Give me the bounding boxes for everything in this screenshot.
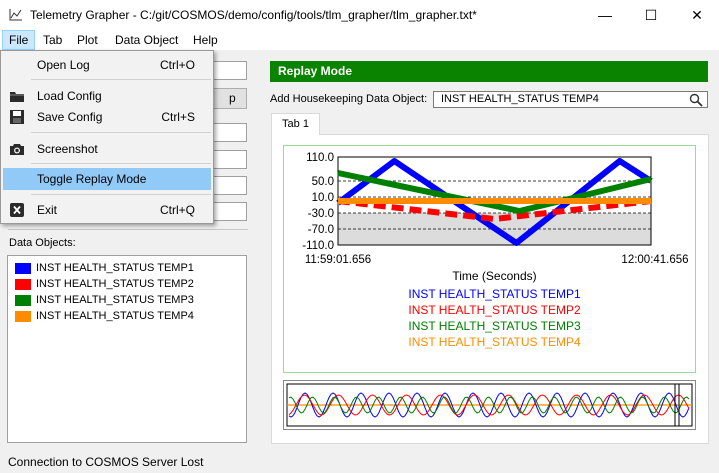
close-button[interactable]: ✕ (691, 6, 703, 23)
menu-item-shortcut: Ctrl+S (161, 110, 195, 124)
menu-item-label: Screenshot (37, 142, 98, 156)
overview-series-2 (288, 394, 690, 416)
menu-item-label: Toggle Replay Mode (37, 172, 147, 186)
plot-frame[interactable]: 110.0 50.0 10.0 -30.0 -70.0 -110.0 11:59:01.65… (283, 145, 696, 373)
left-input-2[interactable] (212, 123, 247, 142)
y-tick-label: 50.0 (312, 176, 334, 188)
folder-icon (10, 92, 24, 102)
legend-entry: INST HEALTH_STATUS TEMP2 (408, 303, 581, 317)
menu-separator (31, 79, 211, 80)
color-swatch (15, 278, 31, 290)
list-item[interactable]: INST HEALTH_STATUS TEMP4 (15, 308, 194, 324)
y-tick-label: 110.0 (306, 152, 334, 164)
color-swatch (15, 310, 31, 322)
y-tick-label: -70.0 (308, 224, 334, 236)
camera-icon (10, 144, 24, 155)
replay-mode-banner: Replay Mode (270, 61, 708, 82)
title-bar: Telemetry Grapher - C:/git/COSMOS/demo/c… (0, 0, 719, 30)
series-line-2 (337, 198, 652, 222)
legend-entry: INST HEALTH_STATUS TEMP3 (408, 319, 581, 333)
menu-file[interactable]: File (2, 30, 36, 50)
add-housekeeping-label: Add Housekeeping Data Object: (270, 93, 428, 105)
y-tick-label: -110.0 (302, 240, 334, 252)
list-item-label: INST HEALTH_STATUS TEMP1 (36, 262, 194, 274)
status-text: Connection to COSMOS Server Lost (8, 455, 204, 469)
series-line-3 (337, 170, 652, 214)
menu-item-label: Load Config (37, 89, 102, 103)
menu-item-toggle-replay-mode[interactable]: Toggle Replay Mode (3, 168, 211, 190)
data-objects-label: Data Objects: (9, 237, 76, 249)
list-item[interactable]: INST HEALTH_STATUS TEMP1 (15, 260, 194, 276)
menu-item-exit[interactable]: Exit Ctrl+Q (3, 199, 211, 221)
x-tick-label: 12:00:41.656 (621, 254, 688, 266)
overview-series-3 (288, 396, 690, 414)
list-item[interactable]: INST HEALTH_STATUS TEMP3 (15, 292, 194, 308)
menu-item-open-log[interactable]: Open Log Ctrl+O (3, 54, 211, 76)
left-input-1[interactable] (212, 61, 247, 80)
floppy-disk-icon (10, 110, 24, 124)
menu-separator (31, 194, 211, 195)
menu-item-label: Open Log (37, 58, 90, 72)
menu-item-save-config[interactable]: Save Config Ctrl+S (3, 106, 211, 128)
x-tick-label: 11:59:01.656 (305, 254, 371, 266)
y-tick-label: 10.0 (312, 192, 334, 204)
left-divider (8, 229, 248, 230)
legend-entry: INST HEALTH_STATUS TEMP1 (408, 287, 581, 301)
left-input-5[interactable] (212, 202, 247, 221)
housekeeping-search-input[interactable]: INST HEALTH_STATUS TEMP4 (433, 91, 708, 108)
color-swatch (15, 294, 31, 306)
line-chart: 110.0 50.0 10.0 -30.0 -70.0 -110.0 11:59:01.65… (302, 152, 688, 349)
window-title: Telemetry Grapher - C:/git/COSMOS/demo/c… (30, 8, 477, 22)
overview-plot[interactable] (283, 380, 696, 430)
file-menu-dropdown: Open Log Ctrl+O Load Config Save Config … (0, 50, 214, 224)
left-button-1[interactable]: p (212, 88, 247, 109)
menu-item-shortcut: Ctrl+O (159, 58, 195, 72)
menu-item-label: Exit (37, 203, 58, 217)
minimize-button[interactable]: — (598, 7, 612, 23)
list-item-label: INST HEALTH_STATUS TEMP4 (36, 310, 194, 322)
tab-1[interactable]: Tab 1 (271, 113, 320, 135)
left-input-3[interactable] (212, 150, 247, 169)
series-line-1 (336, 158, 653, 246)
menu-item-shortcut: Ctrl+Q (159, 203, 195, 217)
data-objects-list[interactable]: INST HEALTH_STATUS TEMP1 INST HEALTH_STA… (7, 255, 247, 443)
color-swatch (15, 262, 31, 274)
maximize-button[interactable]: ☐ (644, 6, 658, 23)
list-item[interactable]: INST HEALTH_STATUS TEMP2 (15, 276, 194, 292)
app-icon (9, 9, 22, 21)
menu-tab[interactable]: Tab (43, 33, 63, 47)
menu-data-object[interactable]: Data Object (115, 33, 179, 47)
y-tick-label: -30.0 (308, 208, 334, 220)
menu-plot[interactable]: Plot (77, 33, 98, 47)
menu-bar: File Tab Plot Data Object Help (0, 30, 719, 50)
legend-entry: INST HEALTH_STATUS TEMP4 (408, 335, 581, 349)
left-input-4[interactable] (212, 176, 247, 195)
list-item-label: INST HEALTH_STATUS TEMP2 (36, 278, 194, 290)
x-axis-label: Time (Seconds) (452, 269, 536, 283)
menu-separator (31, 163, 211, 164)
menu-item-label: Save Config (37, 110, 103, 124)
exit-icon (10, 203, 24, 217)
search-icon[interactable] (689, 93, 703, 107)
menu-separator (31, 132, 211, 133)
menu-item-load-config[interactable]: Load Config (3, 85, 211, 107)
search-value: INST HEALTH_STATUS TEMP4 (441, 93, 599, 105)
list-item-label: INST HEALTH_STATUS TEMP3 (36, 294, 194, 306)
menu-help[interactable]: Help (193, 33, 218, 47)
menu-item-screenshot[interactable]: Screenshot (3, 138, 211, 160)
overview-chart (286, 383, 693, 427)
